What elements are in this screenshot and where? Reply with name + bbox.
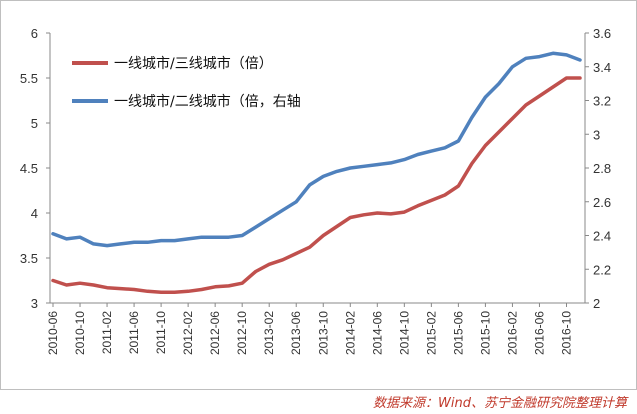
right-tick-label: 3 [593, 127, 600, 142]
right-tick-label: 3.4 [593, 60, 611, 75]
x-tick-label: 2015-02 [424, 311, 438, 355]
x-tick-label: 2015-10 [478, 311, 492, 355]
left-tick-label: 5.5 [20, 71, 38, 86]
series-line-tier1-vs-tier2 [51, 51, 582, 248]
x-tick-label: 2016-10 [559, 311, 573, 355]
left-tick-label: 6 [31, 26, 38, 41]
left-tick-label: 3.5 [20, 251, 38, 266]
right-tick-label: 2.4 [593, 229, 611, 244]
source-note: 数据来源：Wind、苏宁金融研究院整理计算 [373, 396, 627, 411]
left-tick-label: 4.5 [20, 161, 38, 176]
left-tick-label: 3 [31, 296, 38, 311]
legend-label: 一线城市/三线城市（倍） [114, 55, 273, 72]
right-tick-label: 3.6 [593, 26, 611, 41]
x-tick-label: 2012-10 [235, 311, 249, 355]
right-tick-label: 2.2 [593, 262, 611, 277]
x-tick-label: 2014-06 [370, 311, 384, 355]
right-tick-label: 2.8 [593, 161, 611, 176]
left-tick-label: 5 [31, 116, 38, 131]
x-tick-label: 2010-10 [73, 311, 87, 355]
x-tick-label: 2012-02 [181, 311, 195, 355]
x-tick-label: 2010-06 [46, 311, 60, 355]
x-tick-label: 2014-02 [343, 311, 357, 355]
x-tick-label: 2015-06 [451, 311, 465, 355]
x-tick-label: 2012-06 [208, 311, 222, 355]
right-tick-label: 3.2 [593, 94, 611, 109]
left-tick-label: 4 [31, 206, 38, 221]
x-tick-label: 2011-10 [154, 311, 168, 354]
right-tick-label: 2 [593, 296, 600, 311]
line-chart: 3 3.5 4 4.5 5 5.5 6 2 2.2 2.4 2.6 2.8 3 3.2 3.4 3.6 2010… [20, 26, 611, 355]
x-tick-label: 2011-06 [127, 311, 141, 354]
right-tick-label: 2.6 [593, 195, 611, 210]
x-tick-label: 2014-10 [397, 311, 411, 355]
x-tick-label: 2013-06 [289, 311, 303, 355]
legend-label: 一线城市/二线城市（倍，右轴 [114, 93, 301, 110]
x-tick-label: 2013-02 [262, 311, 276, 355]
x-tick-label: 2013-10 [316, 311, 330, 355]
x-tick-label: 2011-02 [100, 311, 114, 354]
x-tick-label: 2016-06 [532, 311, 546, 355]
x-tick-label: 2016-02 [505, 311, 519, 355]
series-line-tier1-vs-tier3 [51, 76, 582, 294]
